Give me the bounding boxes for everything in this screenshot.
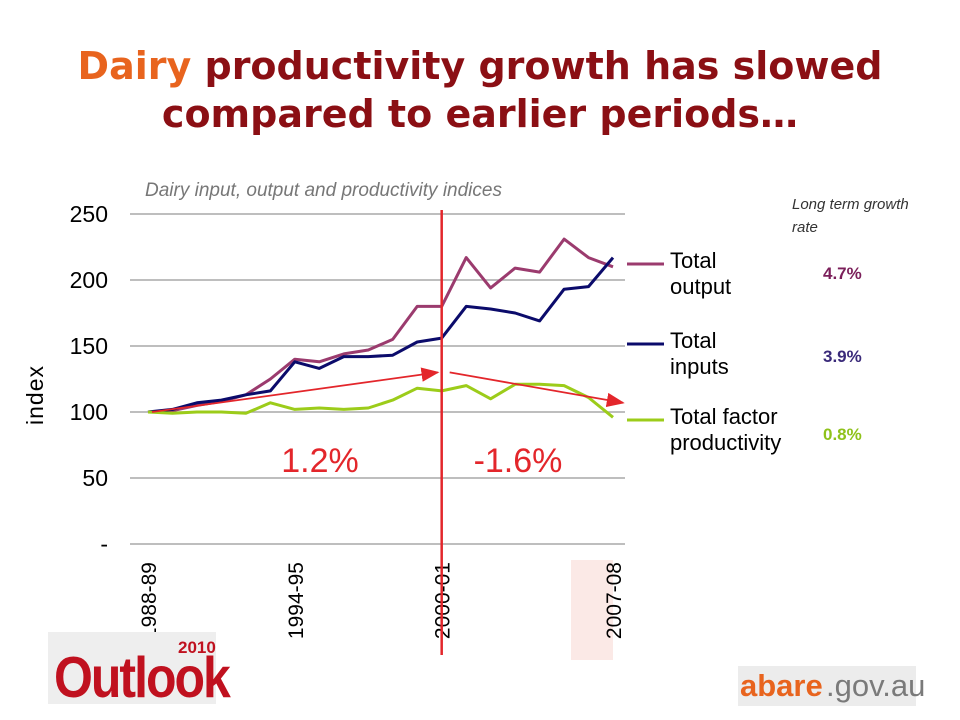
trend-arrow-2	[449, 371, 625, 408]
period-growth-label: 1.2%	[281, 442, 359, 480]
outlook-logo: Outlook 2010	[48, 632, 231, 710]
x-tick-label: 2000-01	[432, 562, 455, 639]
x-tick-label: 2007-08	[603, 562, 626, 639]
abare-logo-a: abare	[740, 668, 823, 703]
page-title: Dairy productivity growth has slowed com…	[0, 42, 960, 138]
y-tick-label: 150	[70, 333, 108, 359]
y-tick-label: 100	[70, 399, 108, 425]
outlook-logo-year: 2010	[178, 638, 216, 657]
growth-rate-inputs: 3.9%	[823, 347, 862, 366]
title-line2: compared to earlier periods…	[161, 92, 799, 136]
x-tick-label: 1994-95	[285, 562, 308, 639]
chart-subtitle: Dairy input, output and productivity ind…	[145, 180, 502, 201]
abare-logo: abare .gov.au	[738, 666, 925, 706]
growth-rate-header: Long term growth rate	[792, 196, 909, 236]
growth-rate-tfp: 0.8%	[823, 425, 862, 444]
abare-logo-b: .gov.au	[826, 668, 926, 703]
y-tick-label: 200	[70, 267, 108, 293]
trend-arrow-1	[151, 367, 440, 413]
last-tick-highlight	[571, 560, 613, 660]
series-line-1	[147, 237, 614, 414]
legend-label: Total inputs	[670, 328, 729, 379]
series-line-3	[147, 382, 614, 419]
period-growth-label: -1.6%	[474, 442, 563, 480]
y-tick-label: -	[100, 531, 108, 557]
title-line1: productivity growth has slowed	[191, 44, 883, 88]
x-tick-label: 1988-89	[138, 562, 161, 639]
outlook-logo-word: Outlook	[54, 645, 231, 710]
legend-label: Total factor productivity	[670, 404, 781, 455]
y-tick-label: 50	[82, 465, 108, 491]
series-line-2	[147, 256, 615, 414]
growth-rate-output: 4.7%	[823, 264, 862, 283]
y-tick-label: 250	[70, 201, 108, 227]
legend-label: Total output	[670, 248, 731, 299]
title-accent: Dairy	[77, 44, 192, 88]
